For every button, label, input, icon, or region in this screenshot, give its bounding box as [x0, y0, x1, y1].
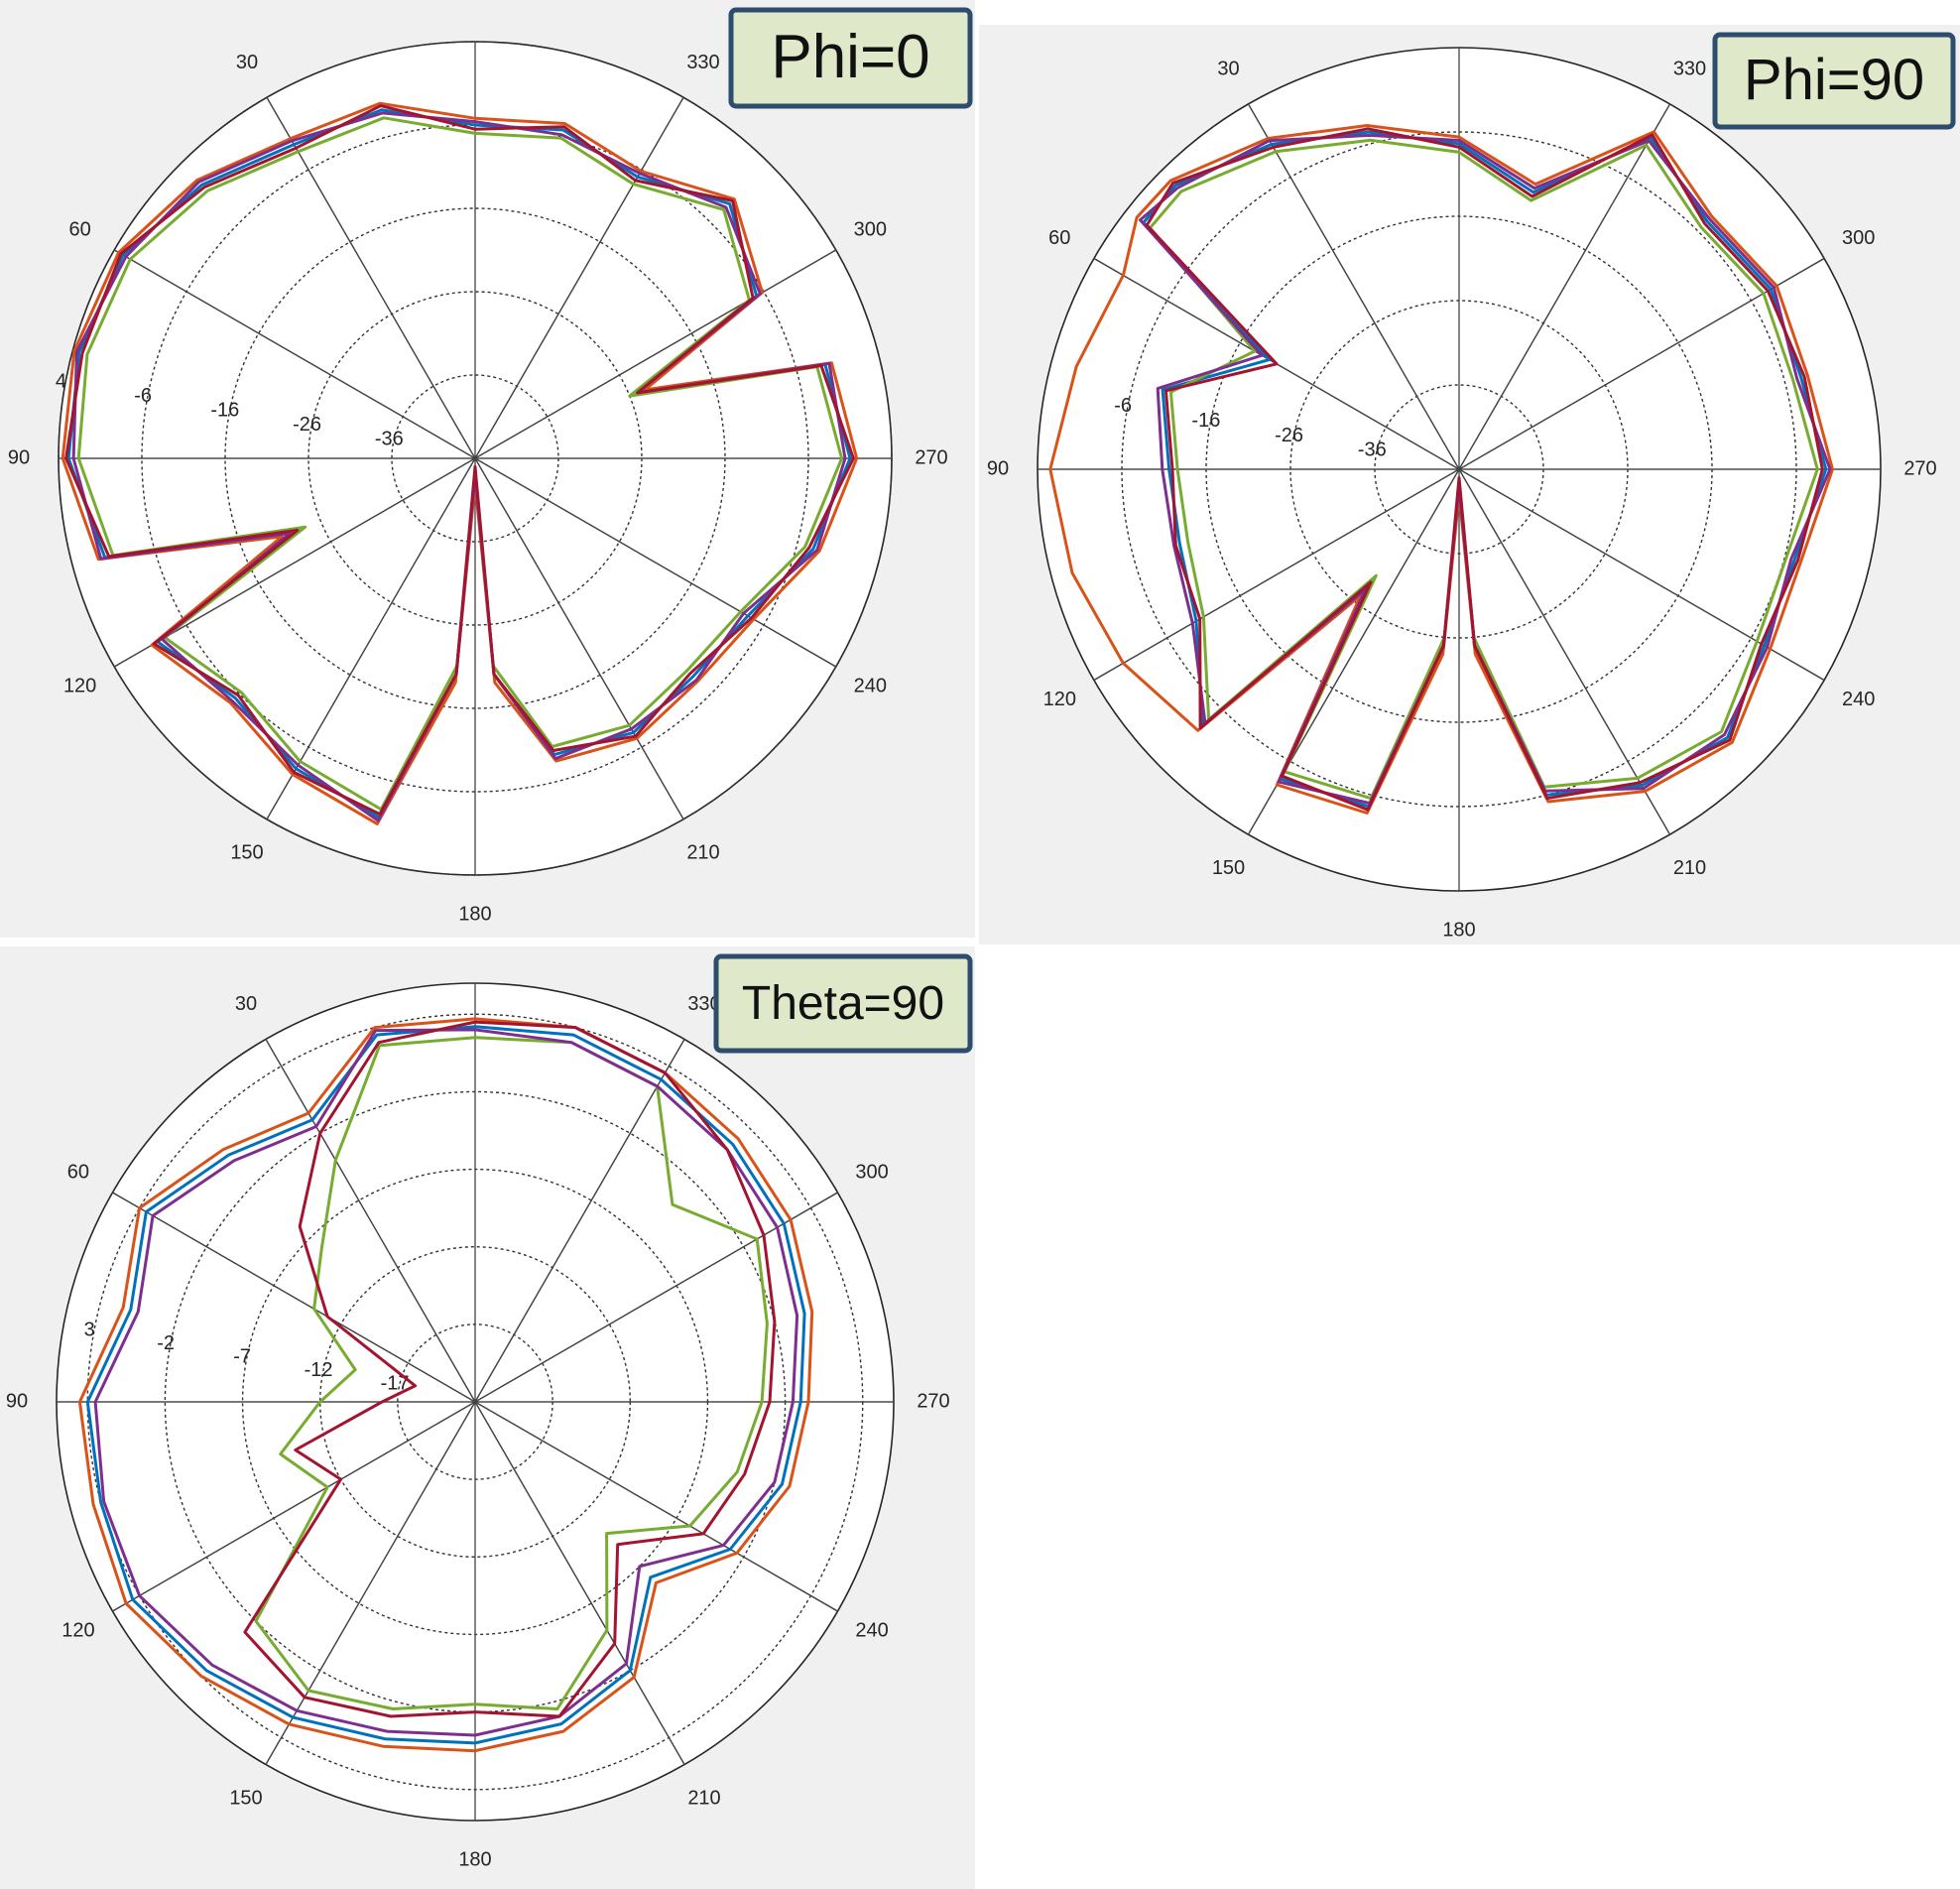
angular-tick-label: 270 [915, 446, 947, 468]
angular-tick-label: 210 [1673, 857, 1706, 879]
radial-tick-label: -16 [210, 400, 239, 422]
title-box [1712, 32, 1956, 130]
angular-tick-label: 210 [687, 1787, 720, 1809]
chart-title: Phi=0 [771, 23, 929, 91]
radial-tick-label: -2 [157, 1332, 175, 1354]
angular-tick-label: 90 [987, 457, 1009, 479]
radial-tick-label: 4 [56, 370, 66, 392]
chart-title: Phi=90 [1744, 48, 1924, 112]
pattern-line [64, 104, 855, 817]
radial-tick-label: -26 [1275, 425, 1303, 446]
angular-tick-label: 210 [686, 842, 719, 864]
radial-tick-label: -6 [1114, 395, 1132, 417]
pattern-line [1145, 127, 1824, 812]
angular-tick-label: 30 [236, 52, 258, 73]
chart-title: Theta=90 [742, 977, 944, 1030]
angular-tick-label: 60 [67, 1161, 89, 1183]
angular-tick-label: 120 [61, 1619, 94, 1641]
angular-grid-spoke [1247, 103, 1671, 835]
angular-tick-label: 240 [855, 1619, 888, 1641]
angular-tick-label: 300 [854, 218, 887, 240]
angular-tick-label: 30 [1217, 59, 1239, 80]
pattern-line [254, 1036, 769, 1710]
pattern-line [77, 1017, 814, 1753]
angular-tick-label: 90 [6, 1390, 28, 1412]
angular-tick-label: 330 [687, 993, 720, 1015]
angular-tick-label: 120 [1043, 689, 1076, 710]
angular-grid-spoke [266, 96, 684, 820]
angular-tick-label: 150 [230, 842, 263, 864]
angular-tick-label: 120 [63, 675, 96, 696]
radial-tick-label: -7 [233, 1346, 251, 1368]
angular-grid-spoke [265, 1039, 685, 1765]
pattern-line [85, 1025, 806, 1745]
angular-tick-label: 240 [854, 675, 887, 696]
title-box [713, 953, 973, 1054]
angular-tick-label: 270 [1903, 457, 1936, 479]
title-box [728, 7, 973, 109]
radial-tick-label: 3 [84, 1319, 95, 1340]
radial-tick-label: -36 [1358, 440, 1387, 461]
angular-tick-label: 330 [1673, 59, 1706, 80]
radial-tick-label: -17 [381, 1373, 410, 1395]
angular-tick-label: 240 [1842, 689, 1875, 710]
radial-tick-label: -6 [134, 385, 152, 407]
angular-tick-label: 60 [1048, 227, 1070, 249]
angular-tick-label: 150 [1212, 857, 1245, 879]
radial-tick-label: -36 [375, 429, 404, 450]
angular-tick-label: 180 [1442, 919, 1475, 941]
angular-tick-label: 150 [229, 1787, 262, 1809]
angular-tick-label: 270 [917, 1390, 949, 1412]
angular-tick-label: 330 [686, 52, 719, 73]
pattern-line [243, 1020, 777, 1718]
angular-tick-label: 90 [8, 446, 30, 468]
pattern-line [93, 1028, 799, 1737]
angular-tick-label: 300 [855, 1161, 888, 1183]
angular-tick-label: 180 [458, 1848, 491, 1870]
radial-tick-label: -16 [1191, 410, 1220, 432]
angular-tick-label: 30 [235, 993, 257, 1015]
radial-tick-label: -26 [293, 414, 321, 436]
angular-tick-label: 300 [1842, 227, 1875, 249]
angular-tick-label: 60 [69, 218, 91, 240]
angular-tick-label: 180 [458, 903, 491, 925]
pattern-line [1048, 124, 1834, 815]
radial-tick-label: -12 [305, 1359, 333, 1381]
